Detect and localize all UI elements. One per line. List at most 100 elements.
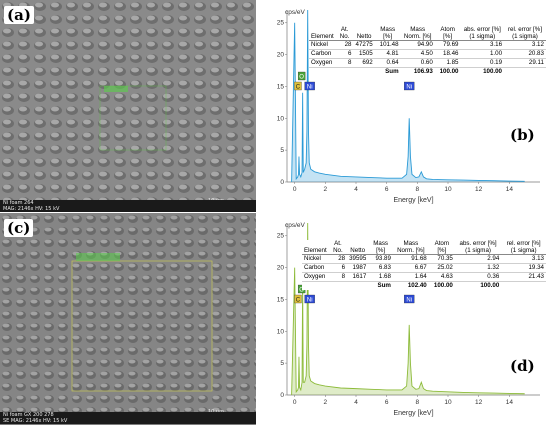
table-header-d-4: Mass Norm. [%] bbox=[392, 240, 429, 255]
peak-label-ni: Ni bbox=[406, 84, 412, 90]
table-sum-value: 106.93 bbox=[413, 68, 433, 75]
sem-params-a: MAG: 2146x HV: 15 kV bbox=[3, 206, 60, 212]
sem-image-panel-a: 10 µm Ni foam 264 MAG: 2146x HV: 15 kV (… bbox=[0, 0, 275, 215]
table-cell: 0.60 bbox=[400, 58, 435, 68]
table-cell: 1505 bbox=[353, 49, 375, 59]
y-tick-label: 5 bbox=[280, 360, 284, 367]
peak-label-o: O bbox=[299, 74, 304, 80]
y-tick-label: 20 bbox=[277, 52, 285, 59]
y-axis-label-d: cps/eV bbox=[285, 222, 306, 229]
y-tick-label: 15 bbox=[277, 83, 285, 90]
table-cell: 3.12 bbox=[504, 40, 546, 50]
table-cell: Carbon bbox=[309, 49, 336, 59]
panel-label-c: (c) bbox=[4, 219, 34, 237]
table-cell: 29.11 bbox=[504, 58, 546, 68]
peak-label-o: O bbox=[299, 287, 304, 293]
table-sum-label: Sum bbox=[385, 68, 399, 75]
y-tick-label: 5 bbox=[280, 147, 284, 154]
x-axis-label-b: Energy [keV] bbox=[393, 197, 433, 204]
x-tick-label: 2 bbox=[324, 399, 328, 406]
table-sum-value: 100.00 bbox=[483, 68, 503, 75]
y-tick-label: 25 bbox=[277, 20, 285, 27]
peak-label-c: C bbox=[296, 297, 301, 303]
y-tick-label: 10 bbox=[277, 328, 285, 335]
y-tick-label: 0 bbox=[280, 392, 284, 399]
sem-micrograph-a: 10 µm bbox=[0, 0, 256, 212]
panel-label-a: (a) bbox=[4, 6, 34, 24]
table-header-b-1: At. No. bbox=[335, 26, 354, 41]
spectrum-line-b bbox=[291, 9, 525, 183]
table-cell: 28 bbox=[328, 254, 348, 264]
x-tick-label: 0 bbox=[293, 399, 297, 406]
x-tick-label: 14 bbox=[506, 186, 514, 193]
x-tick-label: 12 bbox=[475, 399, 483, 406]
y-tick-label: 10 bbox=[277, 115, 285, 122]
table-cell: 0.19 bbox=[460, 58, 505, 68]
table-cell: 1.32 bbox=[454, 263, 502, 273]
x-tick-label: 8 bbox=[416, 399, 420, 406]
table-cell: 3.16 bbox=[460, 40, 505, 50]
table-row: Carbon 6 1987 6.83 6.67 25.02 1.32 19.34 bbox=[302, 263, 550, 273]
table-cell: 4.63 bbox=[428, 272, 455, 282]
table-cell: 8 bbox=[328, 272, 348, 282]
table-header-d-5: Atom [%] bbox=[428, 240, 455, 255]
sem-micrograph-c: 10 µm bbox=[0, 213, 256, 425]
table-cell: 2.94 bbox=[454, 254, 502, 264]
table-cell: 8 bbox=[335, 58, 354, 68]
sem-sample-name-a: Ni foam 264 bbox=[3, 200, 34, 206]
table-cell: 93.89 bbox=[368, 254, 393, 264]
eds-area-tag-a bbox=[104, 86, 128, 92]
table-sum-value: 100.00 bbox=[480, 282, 500, 289]
table-cell: Oxygen bbox=[309, 58, 336, 68]
table-cell: 70.35 bbox=[428, 254, 455, 264]
sem-footer-c: Ni foam GX 200 278 SE MAG: 2146x HV: 15 … bbox=[0, 412, 256, 424]
x-tick-label: 2 bbox=[324, 186, 328, 193]
table-cell: Nickel bbox=[309, 40, 336, 50]
table-cell: 101.48 bbox=[374, 40, 401, 50]
table-header-b-0: Element bbox=[309, 26, 336, 41]
table-cell: 0.64 bbox=[374, 58, 401, 68]
table-sum-value: 100.00 bbox=[433, 282, 453, 289]
y-tick-label: 25 bbox=[277, 233, 285, 240]
table-cell: 6 bbox=[328, 263, 348, 273]
table-header-d-0: Element bbox=[302, 240, 329, 255]
table-cell: 39595 bbox=[347, 254, 369, 264]
peak-badge-c bbox=[294, 294, 302, 304]
table-cell: 3.13 bbox=[501, 254, 546, 264]
table-cell: 91.68 bbox=[392, 254, 429, 264]
table-row: Carbon 6 1505 4.81 4.50 18.46 1.00 20.83 bbox=[309, 49, 550, 59]
table-cell: 18.46 bbox=[434, 49, 461, 59]
eds-table-b: Element At. No. Netto Mass [%] Mass Norm. [%… bbox=[309, 26, 550, 76]
sem-image-panel-c: 10 µm Ni foam GX 200 278 SE MAG: 2146x H… bbox=[0, 213, 275, 426]
table-cell: 6 bbox=[335, 49, 354, 59]
peak-label-c: C bbox=[296, 84, 301, 90]
table-sum-label: Sum bbox=[377, 282, 391, 289]
table-header-d-2: Netto bbox=[347, 240, 369, 255]
table-sum-row: Sum 106.93 100.00 100.00 bbox=[309, 68, 550, 77]
x-tick-label: 6 bbox=[385, 186, 389, 193]
x-tick-label: 14 bbox=[506, 399, 514, 406]
table-header-b-5: Atom [%] bbox=[434, 26, 461, 41]
table-cell: 1.64 bbox=[392, 272, 429, 282]
table-row: Nickel 28 39595 93.89 91.68 70.35 2.94 3.13 bbox=[302, 254, 550, 264]
sem-texture-c bbox=[0, 213, 256, 413]
x-tick-label: 10 bbox=[444, 186, 452, 193]
table-header-d-6: abs. error [%] (1 sigma) bbox=[454, 240, 502, 255]
table-sum-row: Sum 102.40 100.00 100.00 bbox=[302, 282, 550, 291]
x-tick-label: 4 bbox=[354, 186, 358, 193]
x-tick-label: 0 bbox=[293, 186, 297, 193]
table-cell: 1.00 bbox=[460, 49, 505, 59]
table-header-d-3: Mass [%] bbox=[368, 240, 393, 255]
table-header-b-7: rel. error [%] (1 sigma) bbox=[504, 26, 546, 41]
table-cell: 6.83 bbox=[368, 263, 393, 273]
table-cell: 94.90 bbox=[400, 40, 435, 50]
table-sum-value: 102.40 bbox=[407, 282, 427, 289]
peak-label-ni: Ni bbox=[406, 297, 412, 303]
table-cell: 0.36 bbox=[454, 272, 502, 282]
peak-badge-ni bbox=[304, 294, 315, 304]
table-cell: 25.02 bbox=[428, 263, 455, 273]
peak-label-ni: Ni bbox=[307, 297, 313, 303]
table-cell: 6.67 bbox=[392, 263, 429, 273]
sem-texture-a bbox=[0, 0, 256, 200]
sem-params-c: SE MAG: 2146x HV: 15 kV bbox=[3, 418, 68, 424]
